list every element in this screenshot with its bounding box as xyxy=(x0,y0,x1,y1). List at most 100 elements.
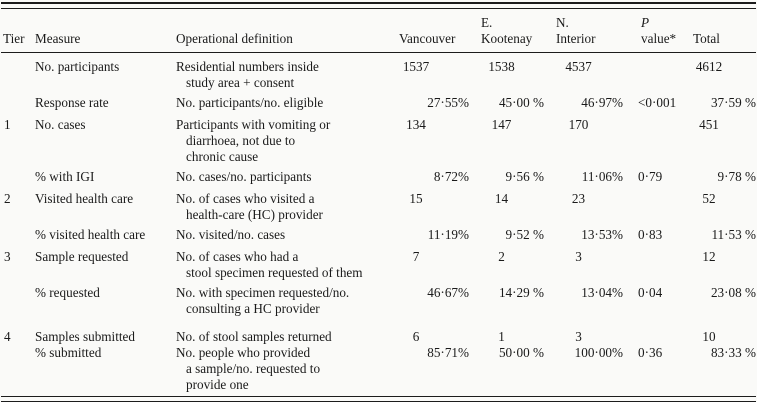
cell-total: 23·08 % xyxy=(710,285,756,300)
table-row: No. participants Residential numbers insi… xyxy=(1,53,756,92)
cell-vancouver: 134 xyxy=(406,117,426,132)
cell-vancouver: 27·55% xyxy=(427,95,469,110)
definition-line: No. with specimen requested/no. xyxy=(176,285,350,300)
header-cell-definition: Operational definition xyxy=(173,11,396,53)
measure-cell: % visited health care xyxy=(35,227,146,242)
measure-cell: Samples submitted xyxy=(35,329,136,344)
definition-cell: No. participants/no. eligible xyxy=(173,91,396,111)
cell-total: 52 xyxy=(702,191,716,206)
cell-pvalue: <0·001 xyxy=(638,95,677,110)
table-row: % visited health care No. visited/no. cas… xyxy=(1,223,756,243)
header-total-label: Total xyxy=(693,31,720,46)
tier-cell: 1 xyxy=(4,117,11,132)
measure-cell: No. participants xyxy=(35,59,120,74)
tier-cell: 4 xyxy=(4,329,11,344)
cell-vancouver: 7 xyxy=(412,249,420,264)
definition-cell: No. cases/no. participants xyxy=(173,165,396,185)
cell-vancouver: 8·72% xyxy=(433,169,469,184)
definition-line: provide one xyxy=(186,377,249,392)
cell-interior: 170 xyxy=(568,117,589,132)
table-top-rule xyxy=(1,2,756,9)
measure-cell: % requested xyxy=(35,285,100,300)
cell-interior: 11·06% xyxy=(581,169,623,184)
measure-cell: Sample requested xyxy=(35,249,129,264)
table-row: Response rate No. participants/no. eligib… xyxy=(1,91,756,111)
definition-line: a sample/no. requested to xyxy=(186,361,321,376)
definition-line: No. participants/no. eligible xyxy=(176,95,324,110)
header-pvalue-label: value* xyxy=(641,31,677,46)
cell-total: 451 xyxy=(699,117,719,132)
cell-pvalue xyxy=(626,243,684,281)
table-body: No. participants Residential numbers insi… xyxy=(1,53,756,394)
cell-total: 9·78 % xyxy=(717,169,756,184)
measure-cell: Response rate xyxy=(35,95,109,110)
cell-kootenay: 14·29 % xyxy=(498,285,544,300)
cell-interior: 13·53% xyxy=(581,227,623,242)
cell-pvalue: 0·04 xyxy=(638,285,663,300)
cell-interior: 3 xyxy=(575,329,582,344)
cell-kootenay: 2 xyxy=(498,249,505,264)
table-row: 1 No. cases Participants with vomiting or d… xyxy=(1,111,756,165)
header-tier-label: Tier xyxy=(3,31,25,46)
tier-cell xyxy=(1,53,33,92)
cell-kootenay: 1538 xyxy=(488,59,515,74)
header-kootenay-top: E. xyxy=(481,15,493,30)
cell-vancouver: 46·67% xyxy=(427,285,469,300)
cell-kootenay: 1 xyxy=(498,329,505,344)
cell-total: 37·59 % xyxy=(710,95,756,110)
definition-line: No. of stool samples returned xyxy=(176,329,332,344)
measure-cell: % submitted xyxy=(35,345,102,360)
definition-cell: Residential numbers inside study area + c… xyxy=(173,53,396,92)
header-cell-kootenay: E. Kootenay xyxy=(470,11,547,53)
cell-vancouver: 6 xyxy=(412,329,420,344)
definition-cell: No. of stool samples returned xyxy=(173,317,396,345)
cell-kootenay: 50·00 % xyxy=(498,345,544,360)
cell-total: 83·33 % xyxy=(710,345,756,360)
table-row: % submitted No. people who provided a samp… xyxy=(1,345,756,393)
cell-vancouver: 11·19% xyxy=(427,227,469,242)
header-vancouver-label: Vancouver xyxy=(399,31,456,46)
header-pvalue-top: P xyxy=(641,15,650,30)
cell-vancouver: 85·71% xyxy=(427,345,469,360)
measure-cell: % with IGI xyxy=(35,169,95,184)
header-measure-label: Measure xyxy=(35,31,81,46)
definition-line: Participants with vomiting or xyxy=(176,117,331,132)
definition-cell: No. people who provided a sample/no. requ… xyxy=(173,345,396,393)
cell-interior: 46·97% xyxy=(581,95,623,110)
cell-pvalue xyxy=(626,53,684,92)
header-total-top xyxy=(693,15,756,31)
cell-total: 4612 xyxy=(695,59,723,74)
definition-line: No. of cases who had a xyxy=(176,249,299,264)
header-interior-label: Interior xyxy=(556,31,596,46)
definition-cell: No. of cases who had a stool specimen req… xyxy=(173,243,396,281)
cell-interior: 23 xyxy=(571,191,586,206)
header-cell-tier: Tier xyxy=(1,11,33,53)
table-row: % with IGI No. cases/no. participants 8·72… xyxy=(1,165,756,185)
table-header-row: Tier Measure Operational definition Vanc… xyxy=(1,11,756,53)
header-cell-interior: N. Interior xyxy=(547,11,626,53)
definition-line: stool specimen requested of them xyxy=(186,265,363,280)
tier-cell xyxy=(1,345,33,393)
table-row: 4 Samples submitted No. of stool samples r… xyxy=(1,317,756,345)
header-interior-top: N. xyxy=(556,15,569,30)
cell-kootenay: 45·00 % xyxy=(498,95,544,110)
cell-total: 10 xyxy=(702,329,716,344)
cell-kootenay: 147 xyxy=(491,117,512,132)
tier-cell xyxy=(1,281,33,317)
definition-line: No. of cases who visited a xyxy=(176,191,315,206)
cell-vancouver: 1537 xyxy=(402,59,430,74)
definition-line: diarrhoea, not due to xyxy=(186,133,296,148)
cell-kootenay: 14 xyxy=(494,191,509,206)
cell-pvalue xyxy=(626,185,684,223)
definition-line: No. people who provided xyxy=(176,345,311,360)
cell-pvalue: 0·36 xyxy=(638,345,663,360)
definition-cell: Participants with vomiting or diarrhoea, … xyxy=(173,111,396,165)
header-kootenay-label: Kootenay xyxy=(481,31,533,46)
cell-total: 11·53 % xyxy=(711,227,756,242)
header-cell-total: Total xyxy=(684,11,756,53)
header-definition-label: Operational definition xyxy=(176,31,293,46)
cell-interior: 4537 xyxy=(565,59,592,74)
tier-cell xyxy=(1,91,33,111)
header-cell-vancouver: Vancouver xyxy=(396,11,470,53)
